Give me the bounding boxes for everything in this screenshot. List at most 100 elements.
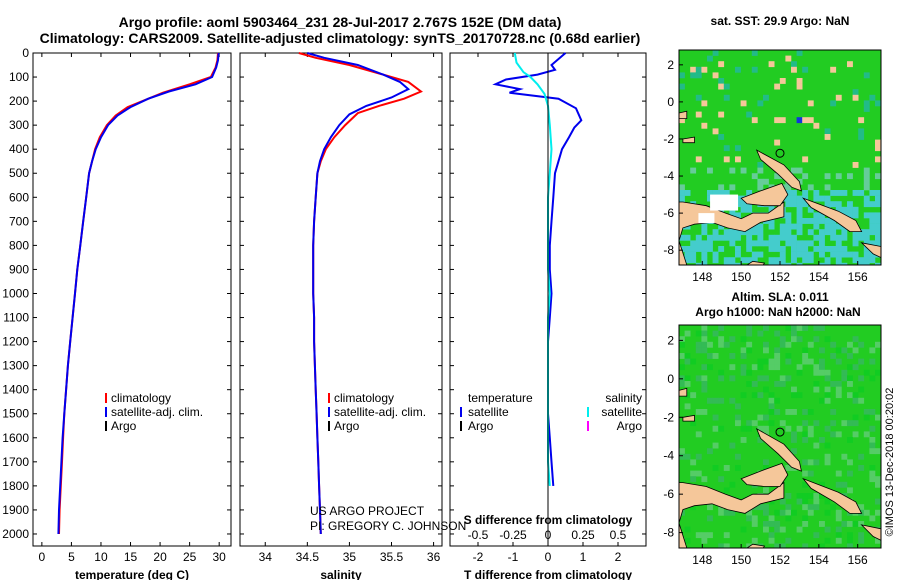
map-cell bbox=[684, 257, 691, 264]
map-cell bbox=[768, 257, 775, 264]
map-cell bbox=[718, 246, 725, 252]
map-cell bbox=[763, 425, 769, 432]
map-cell bbox=[718, 397, 725, 404]
x-tick-label: 25 bbox=[183, 550, 197, 564]
map-cell bbox=[830, 420, 837, 427]
map-cell bbox=[774, 358, 781, 365]
y-tick-label: 900 bbox=[9, 262, 29, 276]
map-cell bbox=[802, 353, 809, 359]
legend-label: Argo bbox=[334, 419, 360, 433]
map-cell bbox=[869, 437, 876, 443]
map-cell bbox=[746, 246, 753, 252]
map-cell bbox=[841, 262, 848, 265]
map-cell bbox=[695, 330, 702, 337]
map-cell bbox=[712, 257, 719, 264]
difference-panel: -2 -1 0 1 2 T difference from climatology -0.5… bbox=[449, 52, 647, 580]
map-cell bbox=[701, 532, 708, 539]
map-cell bbox=[679, 195, 685, 202]
map-cell bbox=[712, 229, 719, 236]
map-cell bbox=[802, 481, 809, 488]
map-cell bbox=[768, 246, 775, 252]
map-cell bbox=[723, 156, 730, 163]
map-cell bbox=[712, 234, 719, 241]
map-cell bbox=[740, 369, 747, 376]
map-cell bbox=[824, 229, 831, 236]
map-cell bbox=[824, 453, 831, 460]
map-cell bbox=[841, 420, 848, 427]
map-cell bbox=[740, 336, 747, 343]
map-cell bbox=[757, 184, 764, 191]
map-cell bbox=[791, 509, 797, 516]
map-cell bbox=[802, 218, 809, 224]
map-cell bbox=[813, 336, 820, 343]
map-cell bbox=[796, 83, 803, 90]
map-cell bbox=[707, 504, 713, 511]
map-cell bbox=[768, 61, 775, 68]
map-cell bbox=[847, 381, 853, 387]
map-cell bbox=[869, 240, 876, 247]
map-cell bbox=[824, 442, 831, 449]
map-y-tick-label: -6 bbox=[663, 487, 674, 501]
map-cell bbox=[690, 476, 697, 483]
s-legend-title: salinity bbox=[605, 391, 642, 405]
map-cell bbox=[813, 364, 820, 371]
map-cell bbox=[819, 218, 825, 224]
map-cell bbox=[819, 543, 825, 548]
map-cell bbox=[746, 257, 753, 264]
map-cell bbox=[757, 437, 764, 443]
map-cell bbox=[690, 504, 697, 511]
map-cell bbox=[863, 106, 870, 112]
plot-frame bbox=[239, 52, 443, 547]
map-cell bbox=[796, 392, 803, 399]
map-cell bbox=[768, 234, 775, 241]
map-cell bbox=[723, 341, 730, 348]
map-cell bbox=[863, 409, 870, 415]
map-field bbox=[679, 325, 881, 548]
map-cell bbox=[813, 369, 820, 376]
map-cell bbox=[858, 229, 865, 236]
map-cell bbox=[824, 369, 831, 376]
map-cell bbox=[841, 251, 848, 258]
map-cell bbox=[869, 476, 876, 483]
map-cell bbox=[723, 487, 730, 494]
map-cell bbox=[679, 184, 685, 191]
map-cell bbox=[679, 72, 685, 79]
map-cell bbox=[768, 218, 775, 224]
map-cell bbox=[824, 397, 831, 404]
map-cell bbox=[847, 543, 853, 548]
map-cell bbox=[763, 526, 769, 533]
map-cell bbox=[785, 515, 792, 522]
map-cell bbox=[869, 190, 876, 196]
map-cell bbox=[802, 358, 809, 365]
map-y-tick-label: 2 bbox=[667, 333, 674, 347]
map-cell bbox=[690, 66, 697, 73]
map-cell bbox=[796, 240, 803, 247]
x-tick-label: -1 bbox=[508, 550, 519, 564]
map-cell bbox=[774, 330, 781, 337]
map-cell bbox=[819, 325, 825, 331]
map-cell bbox=[707, 532, 713, 539]
map-cell bbox=[746, 240, 753, 247]
map-cell bbox=[757, 251, 764, 258]
map-cell bbox=[757, 392, 764, 399]
map-cell bbox=[729, 257, 736, 264]
map-cell bbox=[751, 229, 758, 236]
map-cell bbox=[824, 173, 831, 180]
map-cell bbox=[847, 392, 853, 399]
map-cell bbox=[796, 206, 803, 213]
map-cell bbox=[712, 425, 719, 432]
map-cell bbox=[729, 167, 736, 174]
map-cell bbox=[774, 117, 781, 124]
x-tick-label: 35 bbox=[343, 550, 357, 564]
map-cell bbox=[791, 336, 797, 343]
x-tick-label: -2 bbox=[473, 550, 484, 564]
map-cell bbox=[735, 145, 741, 152]
map-cell bbox=[791, 448, 797, 455]
map-cell bbox=[813, 190, 820, 196]
map-cell bbox=[746, 341, 753, 348]
map-cell bbox=[779, 257, 786, 264]
map-cell bbox=[684, 392, 691, 399]
map-cell bbox=[751, 117, 758, 124]
y-tick-label: 500 bbox=[9, 166, 29, 180]
map-cell bbox=[779, 381, 786, 387]
